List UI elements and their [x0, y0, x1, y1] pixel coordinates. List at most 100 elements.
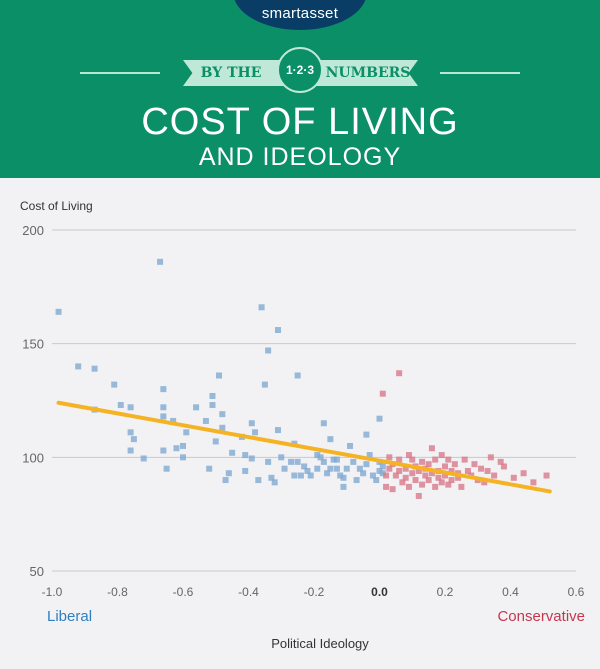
liberal-point [327, 465, 334, 472]
smartasset-logo: smartasset [261, 5, 339, 22]
conservative-point [409, 456, 416, 463]
liberal-point [271, 479, 278, 486]
conservative-point [478, 465, 485, 472]
conservative-point [396, 456, 403, 463]
y-axis-label: Cost of Living [20, 199, 93, 213]
liberal-point [180, 442, 186, 449]
y-tick-label: 200 [22, 223, 44, 238]
liberal-point [91, 365, 98, 372]
liberal-point [173, 445, 180, 452]
scatter-chart: 200 150 100 50 -1.0 -0.8 -0.6 -0.4 -0.2 0.0 0.2 0.… [20, 199, 585, 651]
liberal-point [350, 458, 357, 465]
conservative-point [491, 472, 498, 479]
liberal-point [379, 470, 386, 477]
conservative-point [405, 452, 412, 459]
liberal-point [265, 347, 272, 354]
liberal-point [268, 474, 275, 481]
conservative-point [471, 461, 478, 468]
liberal-point [373, 477, 380, 484]
liberal-point [379, 463, 386, 470]
page-title: COST OF LIVING [141, 101, 459, 143]
liberal-point [281, 465, 288, 472]
liberal-point [180, 454, 186, 461]
x-tick-label: -0.8 [107, 585, 128, 599]
x-tick-label: 0.0 [371, 585, 388, 599]
page-subtitle: AND IDEOLOGY [198, 143, 402, 171]
conservative-point [419, 481, 426, 488]
liberal-point [157, 258, 164, 265]
x-tick-label: -1.0 [42, 585, 63, 599]
liberal-point [363, 431, 370, 438]
y-tick-label: 100 [22, 450, 44, 465]
liberal-point [127, 429, 134, 436]
liberal-point [333, 465, 340, 472]
conservative-point [425, 461, 432, 468]
liberal-point [209, 402, 216, 409]
conservative-point [458, 483, 465, 490]
liberal-point [242, 467, 249, 474]
conservative-point [386, 454, 393, 461]
y-tick-label: 50 [30, 564, 44, 579]
conservative-point [415, 492, 422, 499]
liberal-point [356, 465, 363, 472]
x-tick-label: -0.2 [304, 585, 325, 599]
liberal-point [219, 411, 226, 418]
conservative-point [487, 454, 494, 461]
conservative-point [415, 467, 422, 474]
x-tick-labels: -1.0 -0.8 -0.6 -0.4 -0.2 0.0 0.2 0.4 0.6 [42, 585, 585, 599]
liberal-point [202, 417, 209, 424]
liberal-label: Liberal [47, 608, 92, 625]
liberal-point [130, 436, 137, 443]
liberal-point [160, 404, 167, 411]
liberal-point [212, 438, 219, 445]
conservative-point [497, 458, 504, 465]
x-axis-label: Political Ideology [271, 636, 369, 651]
conservative-point [455, 474, 462, 481]
liberal-point [327, 436, 334, 443]
liberal-point [369, 472, 376, 479]
liberal-point [265, 458, 272, 465]
liberal-point [170, 417, 177, 424]
conservative-point [464, 467, 471, 474]
liberal-point [366, 452, 373, 459]
liberal-point [340, 483, 347, 490]
logo-tab[interactable]: smartasset [233, 0, 367, 30]
liberal-point [314, 465, 321, 472]
header-banner: smartasset BY THE NUMBERS 1·2·3 COST OF … [0, 0, 600, 178]
conservative-point [425, 477, 432, 484]
liberal-point [206, 465, 213, 472]
liberal-point [255, 477, 262, 484]
liberal-point [363, 461, 370, 468]
liberal-point [248, 420, 255, 427]
conservative-point [419, 458, 426, 465]
liberal-point [291, 472, 298, 479]
conservative-point [520, 470, 527, 477]
conservative-point [510, 474, 517, 481]
x-tick-label: 0.6 [568, 585, 585, 599]
liberal-point [222, 477, 229, 484]
conservative-point [383, 472, 390, 479]
conservative-point [405, 483, 412, 490]
liberal-point [209, 392, 216, 399]
conservative-point [383, 483, 390, 490]
liberal-point [330, 456, 337, 463]
header-rule-right [440, 72, 520, 74]
liberal-point [216, 372, 223, 379]
conservative-point [409, 470, 416, 477]
conservative-point [442, 463, 448, 470]
liberal-point [219, 424, 226, 431]
liberal-point [376, 467, 383, 474]
conservative-point [461, 456, 468, 463]
liberal-point [307, 472, 314, 479]
liberal-point [340, 474, 347, 481]
conservative-point [422, 472, 429, 479]
conservative-point [402, 474, 409, 481]
liberal-point [163, 465, 170, 472]
conservative-point [432, 483, 439, 490]
liberal-point [320, 458, 327, 465]
conservative-point [412, 477, 419, 484]
conservative-point [428, 470, 435, 477]
data-points [55, 258, 550, 499]
conservative-point [386, 465, 393, 472]
